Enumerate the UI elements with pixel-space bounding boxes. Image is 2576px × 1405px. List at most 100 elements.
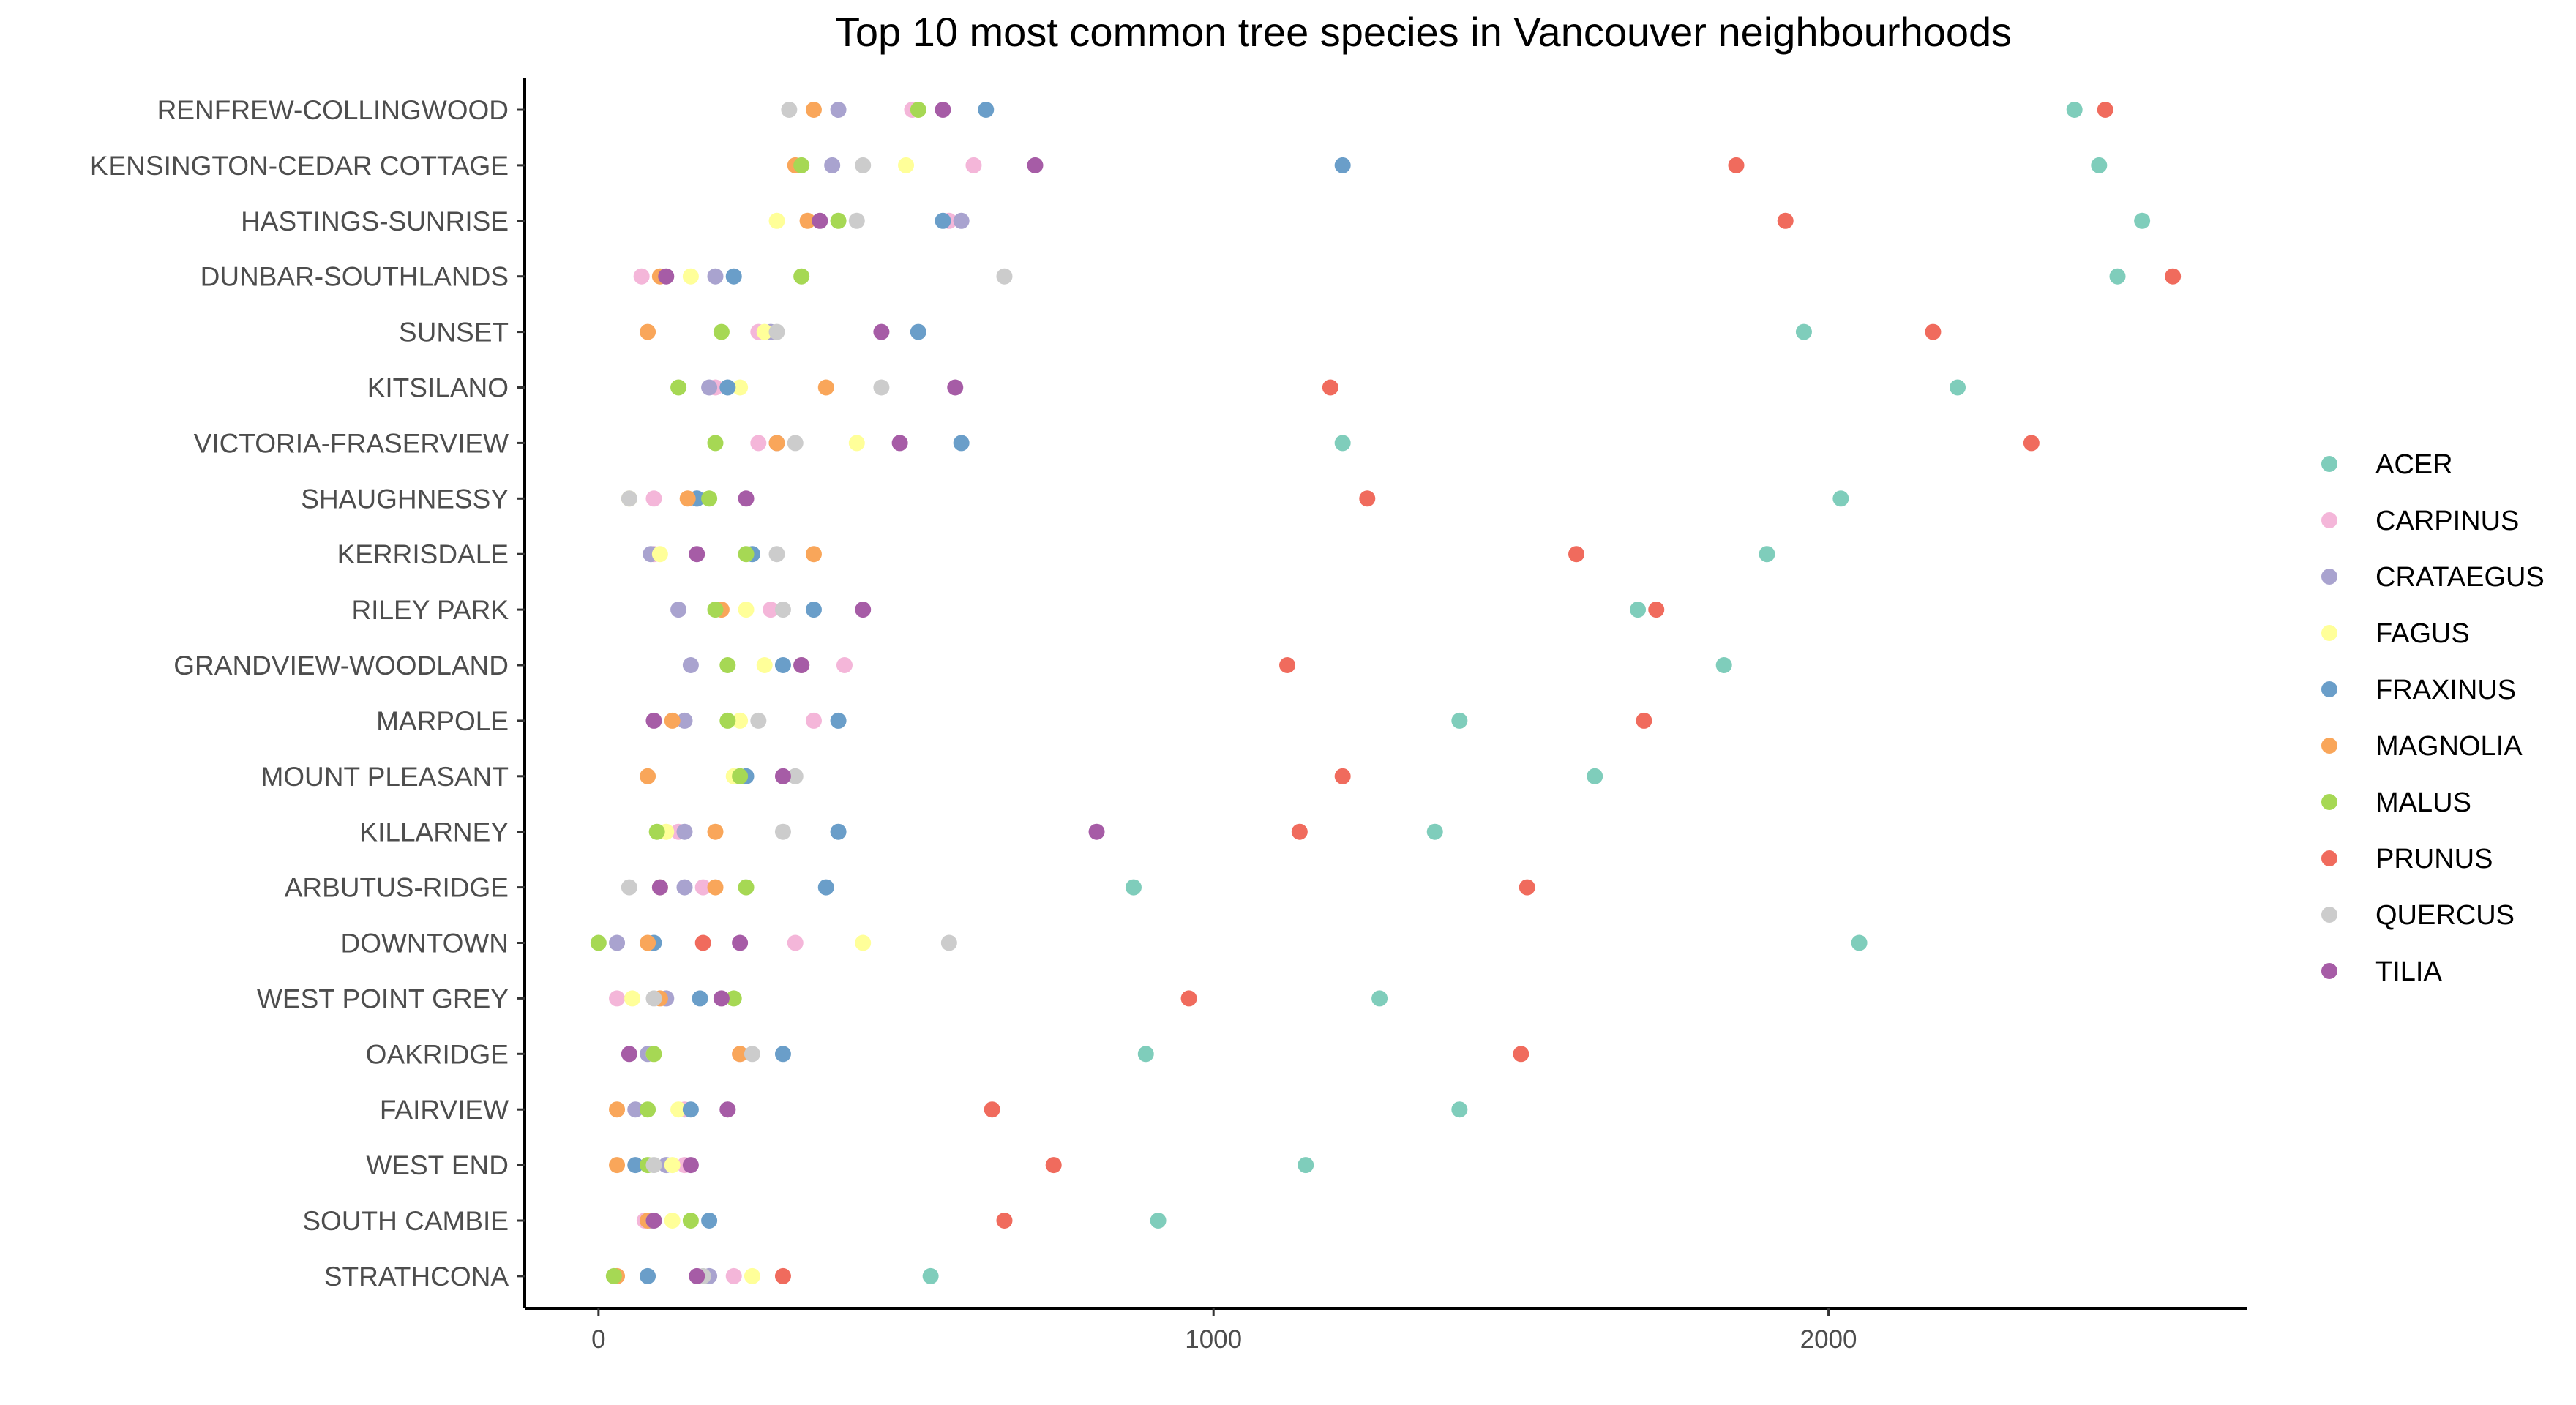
data-point xyxy=(953,435,970,452)
data-point xyxy=(713,990,730,1007)
data-point xyxy=(996,1213,1013,1229)
data-point xyxy=(1088,823,1105,840)
x-tick-label: 2000 xyxy=(1800,1325,1857,1354)
data-point xyxy=(965,157,982,173)
data-point xyxy=(2134,212,2151,229)
data-point xyxy=(1027,157,1044,173)
data-point xyxy=(732,712,749,729)
data-point xyxy=(768,435,785,452)
legend: ACER CARPINUS CRATAEGUS FAGUS FRAXINUS MAGNOL… xyxy=(2321,449,2545,987)
data-point xyxy=(805,102,822,118)
data-point xyxy=(1728,157,1745,173)
data-point xyxy=(609,934,626,951)
data-point xyxy=(605,1267,622,1284)
y-tick-label: STRATHCONA xyxy=(324,1262,509,1292)
data-point xyxy=(996,268,1013,285)
data-point xyxy=(774,823,791,840)
legend-label: MALUS xyxy=(2375,787,2471,818)
data-point xyxy=(898,157,915,173)
data-point xyxy=(676,879,693,896)
data-point xyxy=(640,768,656,784)
x-tick-label: 1000 xyxy=(1185,1325,1242,1354)
data-point xyxy=(1795,323,1812,340)
data-point xyxy=(664,1213,681,1229)
y-tick-label: MOUNT PLEASANT xyxy=(261,762,509,792)
data-point xyxy=(738,602,755,618)
data-point xyxy=(676,712,693,729)
y-tick-label: HASTINGS-SUNRISE xyxy=(241,206,509,236)
data-point xyxy=(1334,768,1351,784)
data-point xyxy=(689,546,705,563)
series-fraxinus xyxy=(627,102,1351,1284)
data-point xyxy=(707,879,724,896)
data-point xyxy=(793,657,810,673)
data-point xyxy=(1630,602,1647,618)
data-point xyxy=(645,1046,662,1063)
legend-label: MAGNOLIA xyxy=(2375,731,2523,762)
data-point xyxy=(664,712,681,729)
data-point xyxy=(1451,712,1468,729)
data-point xyxy=(1125,879,1142,896)
data-point xyxy=(719,712,736,729)
data-point xyxy=(689,1267,705,1284)
data-point xyxy=(701,490,718,507)
data-point xyxy=(725,268,742,285)
y-tick-label: DUNBAR-SOUTHLANDS xyxy=(201,262,509,292)
data-point xyxy=(725,1267,742,1284)
data-point xyxy=(648,823,665,840)
data-point xyxy=(707,823,724,840)
data-point xyxy=(848,435,865,452)
legend-key xyxy=(2321,907,2337,923)
data-point xyxy=(2066,102,2083,118)
legend-key xyxy=(2321,794,2337,810)
data-point xyxy=(664,1157,681,1174)
y-tick-label: FAIRVIEW xyxy=(380,1095,509,1125)
data-point xyxy=(1298,1157,1314,1174)
data-point xyxy=(707,602,724,618)
y-axis-labels: RENFREW-COLLINGWOOD KENSINGTON-CEDAR COTT… xyxy=(90,95,525,1292)
data-point xyxy=(1832,490,1849,507)
data-point xyxy=(910,323,926,340)
legend-key xyxy=(2321,963,2337,979)
data-point xyxy=(940,934,957,951)
data-point xyxy=(1950,379,1966,396)
legend-label: CRATAEGUS xyxy=(2375,562,2545,593)
data-point xyxy=(805,712,822,729)
data-point xyxy=(719,379,736,396)
data-point xyxy=(694,934,711,951)
chart-title: Top 10 most common tree species in Vanco… xyxy=(835,9,2012,55)
data-point xyxy=(658,268,675,285)
data-point xyxy=(830,712,847,729)
legend-label: TILIA xyxy=(2375,956,2442,987)
legend-key xyxy=(2321,625,2337,641)
y-tick-label: KILLARNEY xyxy=(359,817,509,847)
data-point xyxy=(774,1267,791,1284)
data-point xyxy=(744,1046,760,1063)
data-point xyxy=(725,990,742,1007)
data-point xyxy=(627,1101,644,1118)
data-point xyxy=(1137,1046,1154,1063)
data-point xyxy=(855,157,872,173)
x-axis: 0 1000 2000 xyxy=(591,1308,1857,1354)
data-point xyxy=(670,1101,687,1118)
series-malus xyxy=(590,102,926,1284)
data-point xyxy=(732,379,749,396)
data-point xyxy=(1513,1046,1530,1063)
data-point xyxy=(1777,212,1794,229)
data-point xyxy=(645,490,662,507)
data-point xyxy=(1587,768,1603,784)
data-point xyxy=(1371,990,1388,1007)
data-point xyxy=(707,268,724,285)
data-point xyxy=(768,546,785,563)
data-point xyxy=(793,268,810,285)
data-point xyxy=(1150,1213,1167,1229)
data-point xyxy=(805,546,822,563)
data-point xyxy=(984,1101,1000,1118)
data-point xyxy=(1279,657,1296,673)
data-point xyxy=(750,712,767,729)
data-point xyxy=(609,1157,626,1174)
data-point xyxy=(738,490,755,507)
y-tick-label: SHAUGHNESSY xyxy=(301,484,509,514)
data-point xyxy=(768,212,785,229)
data-point xyxy=(935,212,951,229)
